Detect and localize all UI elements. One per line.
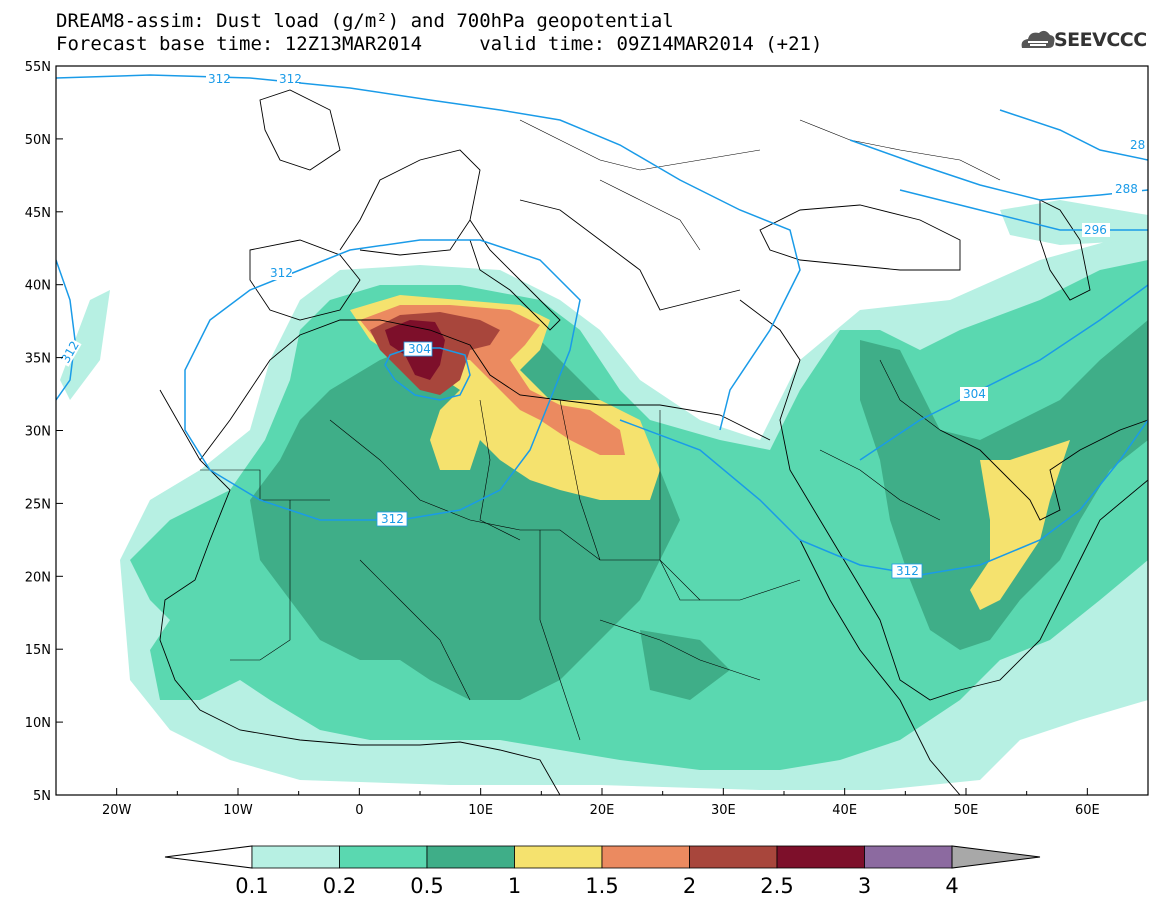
- contour-label: 304: [408, 342, 431, 356]
- colorbar: [165, 846, 1040, 868]
- colorbar-label: 1.5: [585, 874, 618, 898]
- lat-tick-label: 50N: [25, 133, 51, 148]
- colorbar-label: 0.2: [323, 874, 356, 898]
- lat-tick-label: 35N: [25, 352, 51, 367]
- contour-label: 296: [1084, 223, 1107, 237]
- lon-tick-label: 0: [355, 803, 363, 818]
- lon-tick-label: 10W: [223, 803, 253, 818]
- contour-label: 288: [1115, 182, 1138, 196]
- lon-tick-label: 30E: [711, 803, 736, 818]
- lon-tick-label: 40E: [832, 803, 857, 818]
- colorbar-min-arrow: [165, 846, 252, 868]
- contour-label: 312: [896, 564, 919, 578]
- colorbar-label: 4: [945, 874, 958, 898]
- lat-tick-label: 10N: [25, 716, 51, 731]
- colorbar-label: 2: [683, 874, 696, 898]
- colorbar-box: [252, 846, 340, 868]
- colorbar-box: [777, 846, 865, 868]
- lat-tick-label: 15N: [25, 643, 51, 658]
- colorbar-box: [515, 846, 603, 868]
- lat-tick-label: 55N: [25, 60, 51, 75]
- contour-label: 312: [208, 72, 231, 86]
- contour-label: 312: [270, 266, 293, 280]
- contour-label: 312: [279, 72, 302, 86]
- colorbar-box: [427, 846, 515, 868]
- contour-label: 28: [1130, 138, 1145, 152]
- lat-tick-label: 40N: [25, 279, 51, 294]
- lat-tick-label: 20N: [25, 570, 51, 585]
- lon-tick-label: 50E: [954, 803, 979, 818]
- lat-tick-label: 5N: [33, 789, 51, 804]
- colorbar-label: 0.1: [235, 874, 268, 898]
- lon-tick-label: 10E: [468, 803, 493, 818]
- colorbar-box: [602, 846, 690, 868]
- colorbar-label: 3: [858, 874, 871, 898]
- colorbar-label: 1: [508, 874, 521, 898]
- lon-tick-label: 20E: [590, 803, 615, 818]
- contour-label: 304: [963, 387, 986, 401]
- colorbar-max-arrow: [952, 846, 1040, 868]
- lat-tick-label: 30N: [25, 425, 51, 440]
- lat-tick-label: 45N: [25, 206, 51, 221]
- colorbar-box: [340, 846, 428, 868]
- colorbar-box: [865, 846, 953, 868]
- colorbar-label: 0.5: [410, 874, 443, 898]
- contour-label: 312: [381, 512, 404, 526]
- lon-tick-label: 20W: [102, 803, 132, 818]
- colorbar-box: [690, 846, 778, 868]
- colorbar-label: 2.5: [760, 874, 793, 898]
- lat-tick-label: 25N: [25, 497, 51, 512]
- lon-tick-label: 60E: [1075, 803, 1100, 818]
